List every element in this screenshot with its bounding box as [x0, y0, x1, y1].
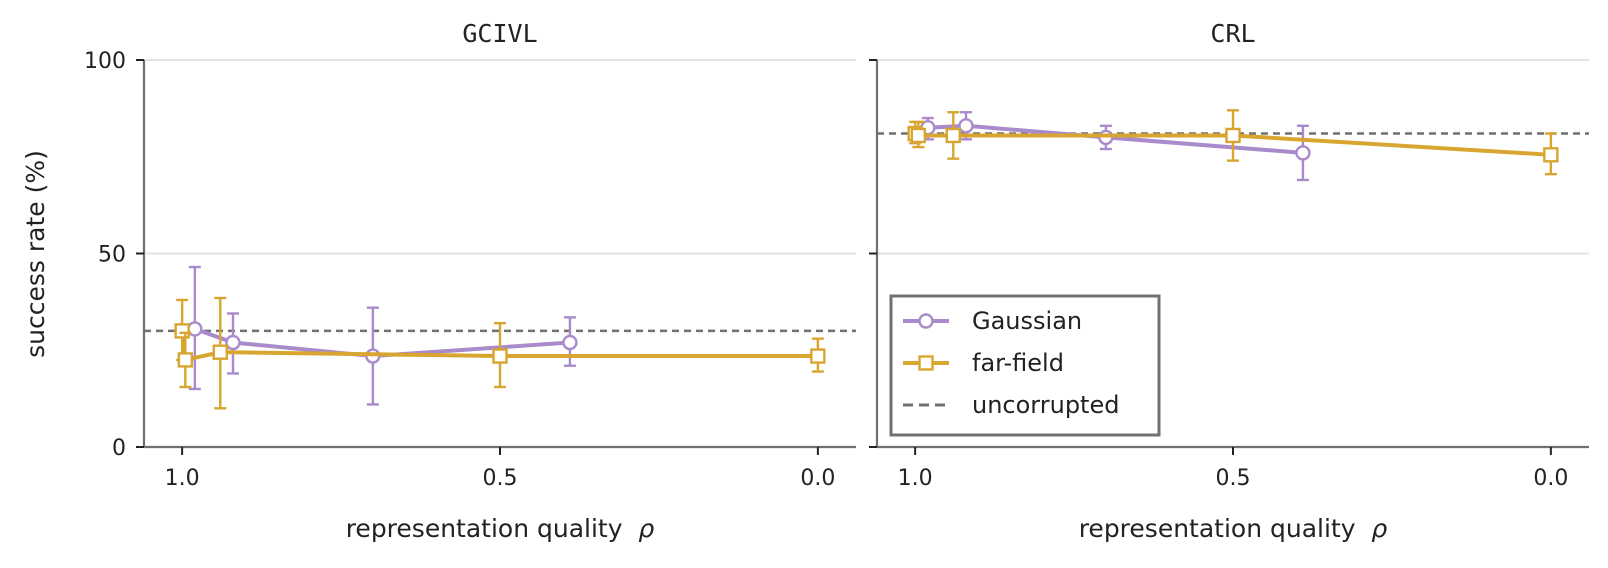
legend-far-field-marker	[918, 355, 934, 371]
panel-2-series-gaussian	[920, 111, 1311, 182]
panel-2-far-field-point-4	[1543, 147, 1559, 163]
panel-2-far-field-point-2	[945, 127, 961, 144]
panel-1-gaussian-line	[194, 327, 571, 359]
panel-1-x-tick-label-0: 1.0	[165, 466, 200, 491]
panel-2-x-tick-label-2: 0.0	[1533, 466, 1568, 491]
panel-2-x-tick-label-0: 1.0	[898, 466, 933, 491]
legend-gaussian-marker	[918, 313, 934, 329]
panel-1-far-field-point-2	[212, 344, 228, 360]
panel-2-gaussian-point-3	[1295, 145, 1311, 161]
panel-1-y-tick-label-1: 50	[98, 243, 126, 268]
panel-1-gaussian-point-1	[225, 334, 241, 351]
legend-far-field-label: far-field	[972, 349, 1064, 377]
panel-2-title: CRL	[1210, 19, 1255, 48]
panel-1-y-tick-label-2: 100	[84, 49, 126, 74]
panel-1-far-field-point-3	[492, 348, 508, 364]
panel-1-far-field-point-4	[810, 348, 826, 364]
panel-2-x-axis-symbol: ρ	[1371, 514, 1387, 543]
panel-2-x-axis-label: representation quality ρ	[1079, 514, 1388, 543]
y-axis-label: success rate (%)	[21, 150, 50, 358]
panel-1-series-far-field	[174, 296, 826, 410]
legend: Gaussian far-field uncorrupted	[889, 294, 1161, 437]
panel-2: 1.0 0.5 0.0 CRL representation quality ρ	[869, 19, 1589, 543]
panel-2-far-field-point-3	[1225, 127, 1241, 144]
panel-1-title: GCIVL	[462, 19, 537, 48]
panel-2-x-tick-label-1: 0.5	[1216, 466, 1251, 491]
legend-uncorrupted-label: uncorrupted	[972, 391, 1119, 419]
panel-1-far-field-point-1	[177, 352, 194, 368]
panel-2-gaussian-point-1	[958, 118, 974, 134]
panel-1-gaussian-point-3	[562, 334, 578, 351]
panel-1-x-axis-symbol: ρ	[638, 514, 654, 543]
panel-1-y-tick-label-0: 0	[112, 436, 126, 461]
panel-2-gaussian-line	[927, 123, 1304, 155]
panel-1-x-axis-label: representation quality ρ	[346, 514, 655, 543]
panel-2-far-field-point-1	[910, 127, 927, 144]
panel-1-series-gaussian	[187, 265, 578, 406]
panel-1-x-tick-label-1: 0.5	[483, 466, 518, 491]
panel-1-x-tick-label-2: 0.0	[800, 466, 835, 491]
legend-gaussian-label: Gaussian	[972, 307, 1082, 335]
panel-2-series-far-field	[907, 109, 1559, 176]
panel-1-far-field-point-0	[174, 323, 190, 339]
panel-1: 0 50 100 1.0 0.5 0.0 GCIVL representation quali…	[84, 19, 856, 543]
